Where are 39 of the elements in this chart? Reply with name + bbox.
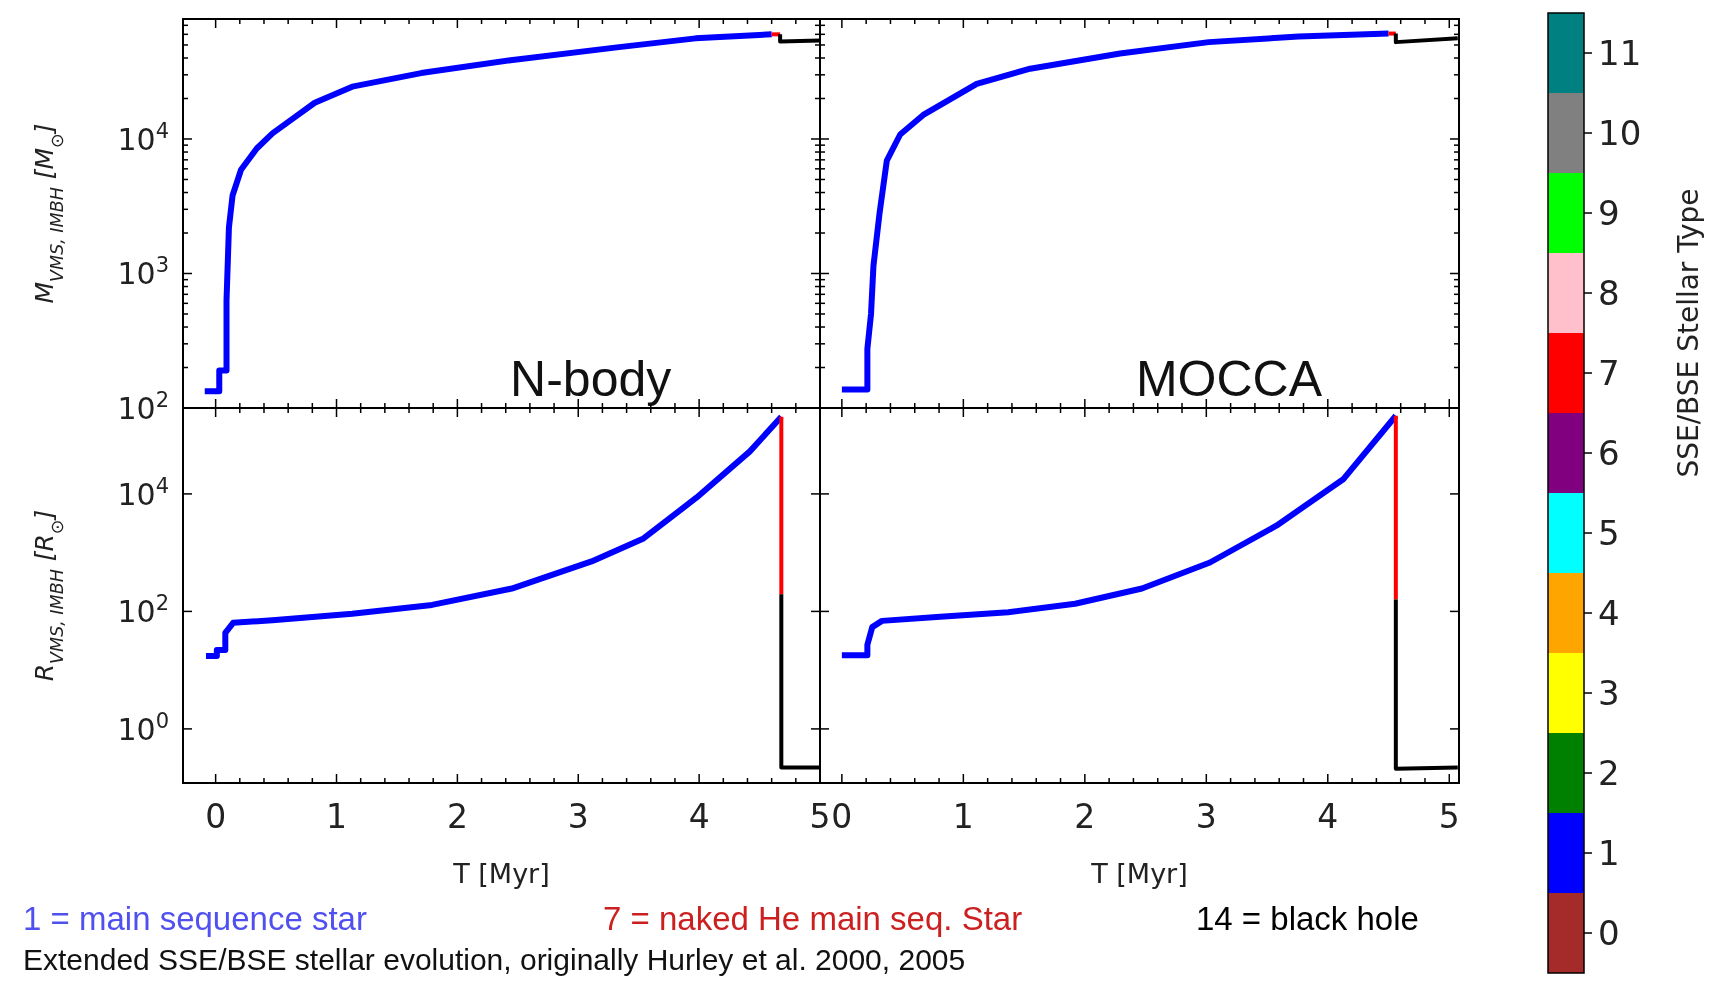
- x-tick-label: 4: [688, 797, 710, 836]
- annotation: N-body: [510, 351, 672, 407]
- annotation: MOCCA: [1135, 351, 1323, 407]
- color-bar-label: 11: [1598, 33, 1642, 73]
- x-tick-label: 5: [809, 797, 831, 836]
- x-tick-label: 3: [1195, 797, 1217, 836]
- x-tick-label: 5: [1438, 797, 1460, 836]
- color-bar-label: 0: [1598, 913, 1620, 953]
- y-tick-label: 10$^{3}$: [117, 253, 169, 292]
- color-bar-label: 6: [1598, 433, 1620, 473]
- y-tick-label: 10$^{4}$: [117, 118, 169, 157]
- text: 1 = main sequence star: [23, 900, 367, 937]
- text: 14 = black hole: [1196, 900, 1419, 937]
- x-tick-label: 2: [1074, 797, 1096, 836]
- color-bar-title: SSE/BSE Stellar Type: [1672, 188, 1705, 478]
- x-axis-title: T [Myr]: [1090, 858, 1188, 889]
- y-tick-label: 10$^{2}$: [117, 591, 169, 630]
- text: 7 = naked He main seq. Star: [603, 900, 1023, 937]
- color-bar-label: 10: [1598, 113, 1642, 153]
- x-tick-label: 3: [567, 797, 589, 836]
- color-bar-label: 7: [1598, 353, 1620, 393]
- x-tick-label: 1: [326, 797, 348, 836]
- x-tick-label: 4: [1317, 797, 1339, 836]
- x-tick-label: 2: [446, 797, 468, 836]
- y-tick-label: 10$^{4}$: [117, 473, 169, 512]
- color-bar-label: 9: [1598, 193, 1620, 233]
- color-bar-label: 4: [1598, 593, 1620, 633]
- color-bar-label: 2: [1598, 753, 1620, 793]
- x-axis-title: T [Myr]: [452, 858, 550, 889]
- text: Extended SSE/BSE stellar evolution, originally Hurley et al. 2000, 2005: [23, 943, 966, 976]
- x-tick-label: 0: [205, 797, 227, 836]
- color-bar-label: 8: [1598, 273, 1620, 313]
- color-bar-label: 5: [1598, 513, 1620, 553]
- y-tick-label: 10$^{2}$: [117, 388, 169, 426]
- x-tick-label: 0: [831, 797, 853, 836]
- x-tick-label: 1: [952, 797, 974, 836]
- color-bar-label: 1: [1598, 833, 1620, 873]
- y-tick-label: 10$^{0}$: [117, 708, 169, 747]
- color-bar-label: 3: [1598, 673, 1620, 713]
